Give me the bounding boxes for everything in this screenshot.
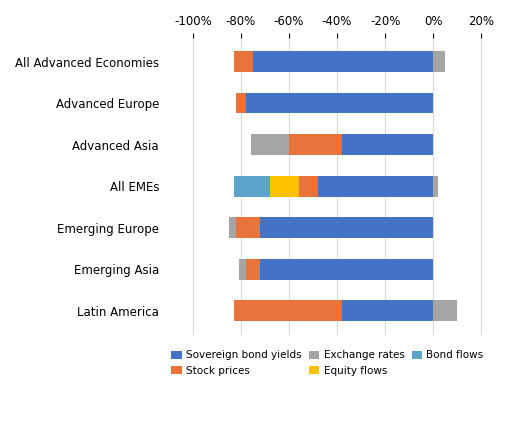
Legend: Sovereign bond yields, Stock prices, Exchange rates, Equity flows, Bond flows: Sovereign bond yields, Stock prices, Exc… <box>167 346 488 380</box>
Bar <box>236 217 260 238</box>
Bar <box>234 51 253 72</box>
Bar <box>433 51 445 72</box>
Bar <box>342 300 433 321</box>
Bar <box>239 259 246 279</box>
Bar <box>246 93 433 114</box>
Bar <box>250 134 289 155</box>
Bar <box>260 259 433 279</box>
Bar <box>246 259 260 279</box>
Bar <box>299 176 318 197</box>
Bar <box>234 300 342 321</box>
Bar <box>289 134 342 155</box>
Bar <box>433 300 457 321</box>
Bar <box>236 93 246 114</box>
Bar <box>253 51 433 72</box>
Bar <box>342 134 433 155</box>
Bar <box>260 217 433 238</box>
Bar <box>433 176 438 197</box>
Bar <box>318 176 433 197</box>
Bar <box>270 176 299 197</box>
Bar <box>229 217 236 238</box>
Bar <box>234 176 270 197</box>
